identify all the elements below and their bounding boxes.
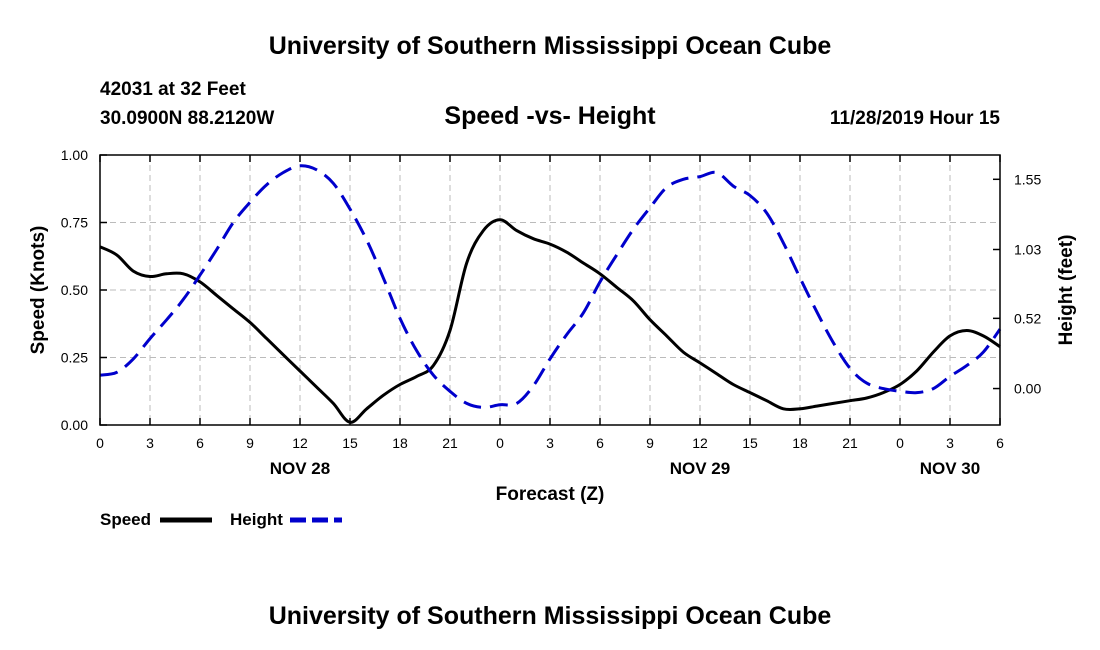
x-tick-label: 0	[496, 435, 504, 451]
datetime-label: 11/28/2019 Hour 15	[830, 108, 1000, 129]
x-tick-label: 18	[392, 435, 408, 451]
series-layer	[99, 164, 1002, 424]
y-tick-label: 0.75	[61, 215, 88, 231]
series-line-height	[99, 164, 1002, 409]
y2-tick-label: 1.55	[1014, 171, 1041, 187]
y-axis-label: Speed (Knots)	[28, 226, 49, 355]
y2-tick-label: 1.03	[1014, 242, 1041, 258]
x-tick-label: 21	[442, 435, 458, 451]
x-tick-label: 6	[996, 435, 1004, 451]
coordinates-label: 30.0900N 88.2120W	[100, 108, 274, 129]
series-line-speed	[99, 218, 1001, 424]
x-tick-label: 0	[896, 435, 904, 451]
legend: Speed Height	[100, 510, 342, 529]
chart-title: Speed -vs- Height	[444, 102, 656, 130]
x-tick-label: 9	[646, 435, 654, 451]
legend-label-height: Height	[230, 510, 283, 529]
y2-axis-label: Height (feet)	[1056, 235, 1077, 346]
x-tick-label: 12	[692, 435, 708, 451]
y-tick-label: 1.00	[61, 147, 88, 163]
x-tick-label: 18	[792, 435, 808, 451]
station-label: 42031 at 32 Feet	[100, 79, 246, 100]
date-label: NOV 30	[920, 459, 980, 478]
x-tick-label: 15	[342, 435, 358, 451]
legend-label-speed: Speed	[100, 510, 151, 529]
x-axis-label: Forecast (Z)	[496, 484, 605, 505]
date-label: NOV 28	[270, 459, 330, 478]
y2-tick-label: 0.52	[1014, 310, 1041, 326]
x-tick-label: 6	[196, 435, 204, 451]
x-tick-label: 9	[246, 435, 254, 451]
header-title: University of Southern Mississippi Ocean…	[269, 32, 832, 60]
grid-lines	[100, 155, 1000, 425]
x-tick-label: 15	[742, 435, 758, 451]
y-tick-label: 0.00	[61, 417, 88, 433]
x-tick-label: 3	[946, 435, 954, 451]
x-tick-label: 21	[842, 435, 858, 451]
x-tick-label: 12	[292, 435, 308, 451]
x-tick-label: 6	[596, 435, 604, 451]
y2-tick-label: 0.00	[1014, 381, 1041, 397]
x-tick-label: 0	[96, 435, 104, 451]
x-tick-label: 3	[546, 435, 554, 451]
footer-title: University of Southern Mississippi Ocean…	[269, 602, 832, 630]
y-tick-label: 0.25	[61, 350, 88, 366]
date-label: NOV 29	[670, 459, 730, 478]
axes: 0 3 6 9 12 15 18 21 0 3 6 9 12 15 18 21 0 3 6 0.00 0.25 0.50 0…	[61, 147, 1042, 478]
y-tick-label: 0.50	[61, 282, 88, 298]
x-tick-label: 3	[146, 435, 154, 451]
